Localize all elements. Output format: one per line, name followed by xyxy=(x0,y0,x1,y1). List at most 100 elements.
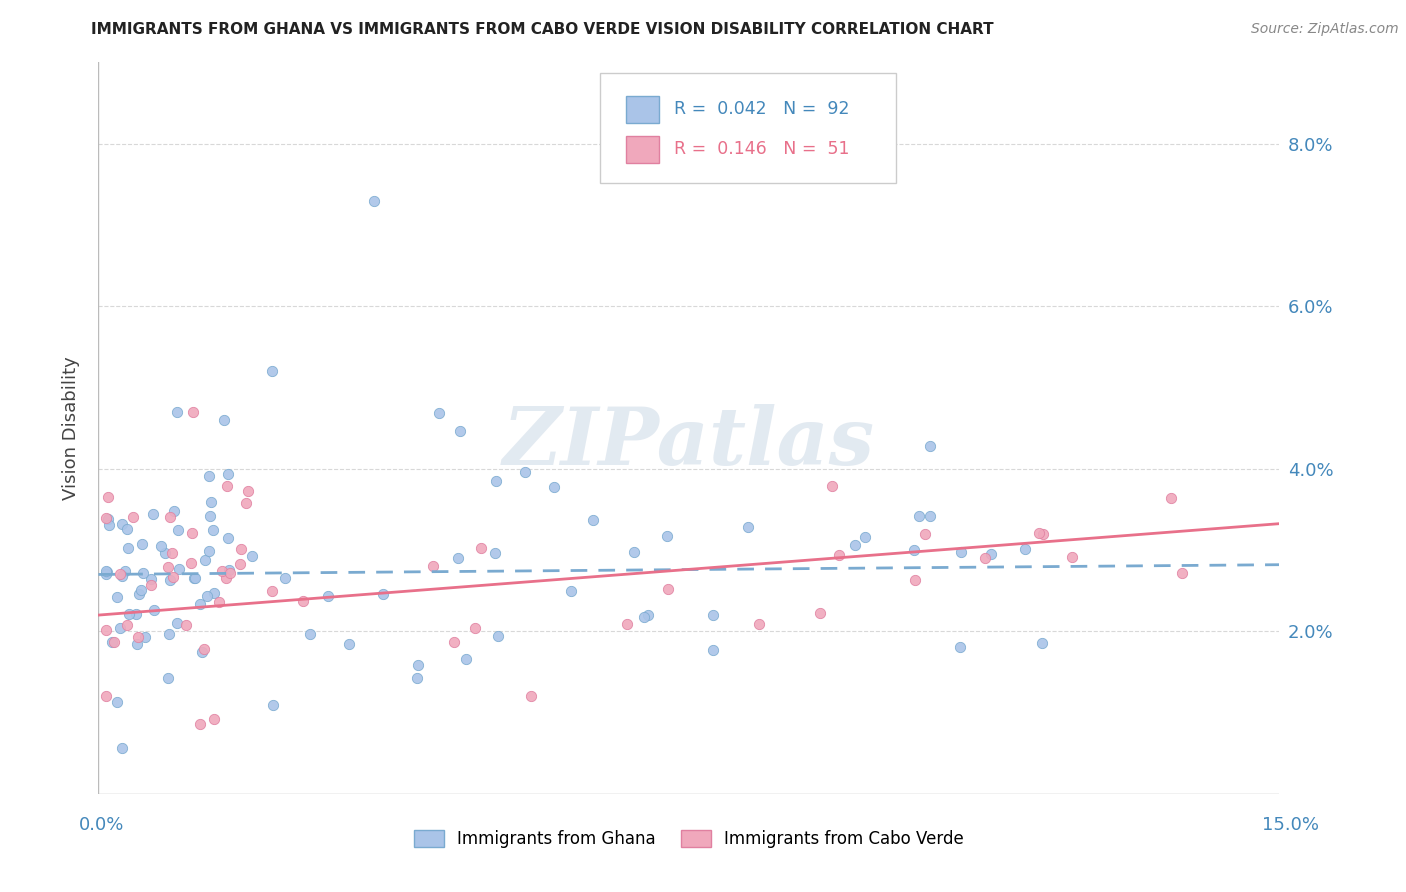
Point xyxy=(129,582,152,597)
Point xyxy=(406,657,429,672)
Point xyxy=(219,566,242,581)
Point xyxy=(748,616,770,631)
Point xyxy=(96,511,118,525)
Point xyxy=(427,406,450,420)
Point xyxy=(103,635,125,649)
Point xyxy=(157,627,180,641)
Point xyxy=(134,630,156,644)
Point xyxy=(117,522,139,536)
Point xyxy=(443,634,465,648)
Point xyxy=(657,529,679,543)
Point xyxy=(198,508,221,523)
Point xyxy=(191,645,214,659)
Point xyxy=(291,594,314,608)
Point xyxy=(96,566,118,581)
Point xyxy=(157,559,180,574)
Point xyxy=(202,586,225,600)
Point xyxy=(218,563,240,577)
Point xyxy=(127,630,149,644)
Point xyxy=(980,547,1002,561)
Point xyxy=(238,484,260,499)
Point xyxy=(904,574,927,588)
Point xyxy=(543,480,565,494)
Point xyxy=(484,546,506,560)
Point xyxy=(1170,566,1192,580)
Point xyxy=(633,610,655,624)
Point xyxy=(1160,491,1182,505)
Point xyxy=(108,622,131,636)
Point xyxy=(105,695,128,709)
Point xyxy=(449,424,471,438)
Point xyxy=(422,559,444,574)
Point xyxy=(159,573,181,587)
Point xyxy=(142,507,165,521)
Point xyxy=(262,698,284,712)
Text: IMMIGRANTS FROM GHANA VS IMMIGRANTS FROM CABO VERDE VISION DISABILITY CORRELATIO: IMMIGRANTS FROM GHANA VS IMMIGRANTS FROM… xyxy=(91,22,994,37)
Point xyxy=(1060,549,1083,564)
Point xyxy=(821,479,844,493)
Y-axis label: Vision Disability: Vision Disability xyxy=(62,356,80,500)
Point xyxy=(560,583,582,598)
Point xyxy=(181,525,204,540)
Point xyxy=(198,468,221,483)
Point xyxy=(363,194,385,208)
Point xyxy=(240,549,263,564)
Point xyxy=(141,578,163,592)
Point xyxy=(657,582,679,596)
FancyBboxPatch shape xyxy=(626,136,659,162)
Point xyxy=(183,571,205,585)
Point xyxy=(195,590,218,604)
Point xyxy=(127,637,149,651)
Point xyxy=(166,616,188,631)
Point xyxy=(115,618,138,632)
Point xyxy=(828,548,851,562)
Point xyxy=(215,479,238,493)
Point xyxy=(235,496,257,510)
Point xyxy=(914,526,936,541)
Point xyxy=(111,569,134,583)
Point xyxy=(111,517,134,532)
Point xyxy=(974,551,997,566)
Point xyxy=(167,562,190,576)
Point xyxy=(201,523,224,537)
Text: Source: ZipAtlas.com: Source: ZipAtlas.com xyxy=(1251,22,1399,37)
Point xyxy=(623,545,645,559)
Point xyxy=(163,504,186,518)
Point xyxy=(215,571,238,585)
Text: ZIPatlas: ZIPatlas xyxy=(503,404,875,482)
Point xyxy=(157,671,180,685)
Point xyxy=(111,740,134,755)
Point xyxy=(211,564,233,578)
Point xyxy=(214,413,236,427)
Text: 0.0%: 0.0% xyxy=(79,816,124,834)
FancyBboxPatch shape xyxy=(626,96,659,122)
Point xyxy=(1031,636,1053,650)
Point xyxy=(853,530,876,544)
Point xyxy=(920,439,942,453)
Point xyxy=(96,689,118,703)
Point xyxy=(903,543,925,558)
Point xyxy=(96,564,118,578)
Point xyxy=(231,542,253,557)
Point xyxy=(193,642,215,657)
Point xyxy=(114,564,136,578)
Point xyxy=(1032,526,1054,541)
Point xyxy=(132,566,155,580)
Text: 15.0%: 15.0% xyxy=(1263,816,1319,834)
Point xyxy=(373,586,395,600)
Point xyxy=(208,595,231,609)
Point xyxy=(486,629,509,643)
Point xyxy=(702,608,724,623)
Point xyxy=(918,509,941,524)
Point xyxy=(217,531,239,545)
Point xyxy=(949,640,972,654)
Point xyxy=(174,617,197,632)
Point xyxy=(184,571,207,585)
Legend: Immigrants from Ghana, Immigrants from Cabo Verde: Immigrants from Ghana, Immigrants from C… xyxy=(408,823,970,855)
Point xyxy=(217,467,239,482)
Point xyxy=(260,364,283,378)
Point xyxy=(616,616,638,631)
Text: R =  0.042   N =  92: R = 0.042 N = 92 xyxy=(673,100,849,119)
Point xyxy=(316,589,339,603)
Point xyxy=(121,510,143,524)
